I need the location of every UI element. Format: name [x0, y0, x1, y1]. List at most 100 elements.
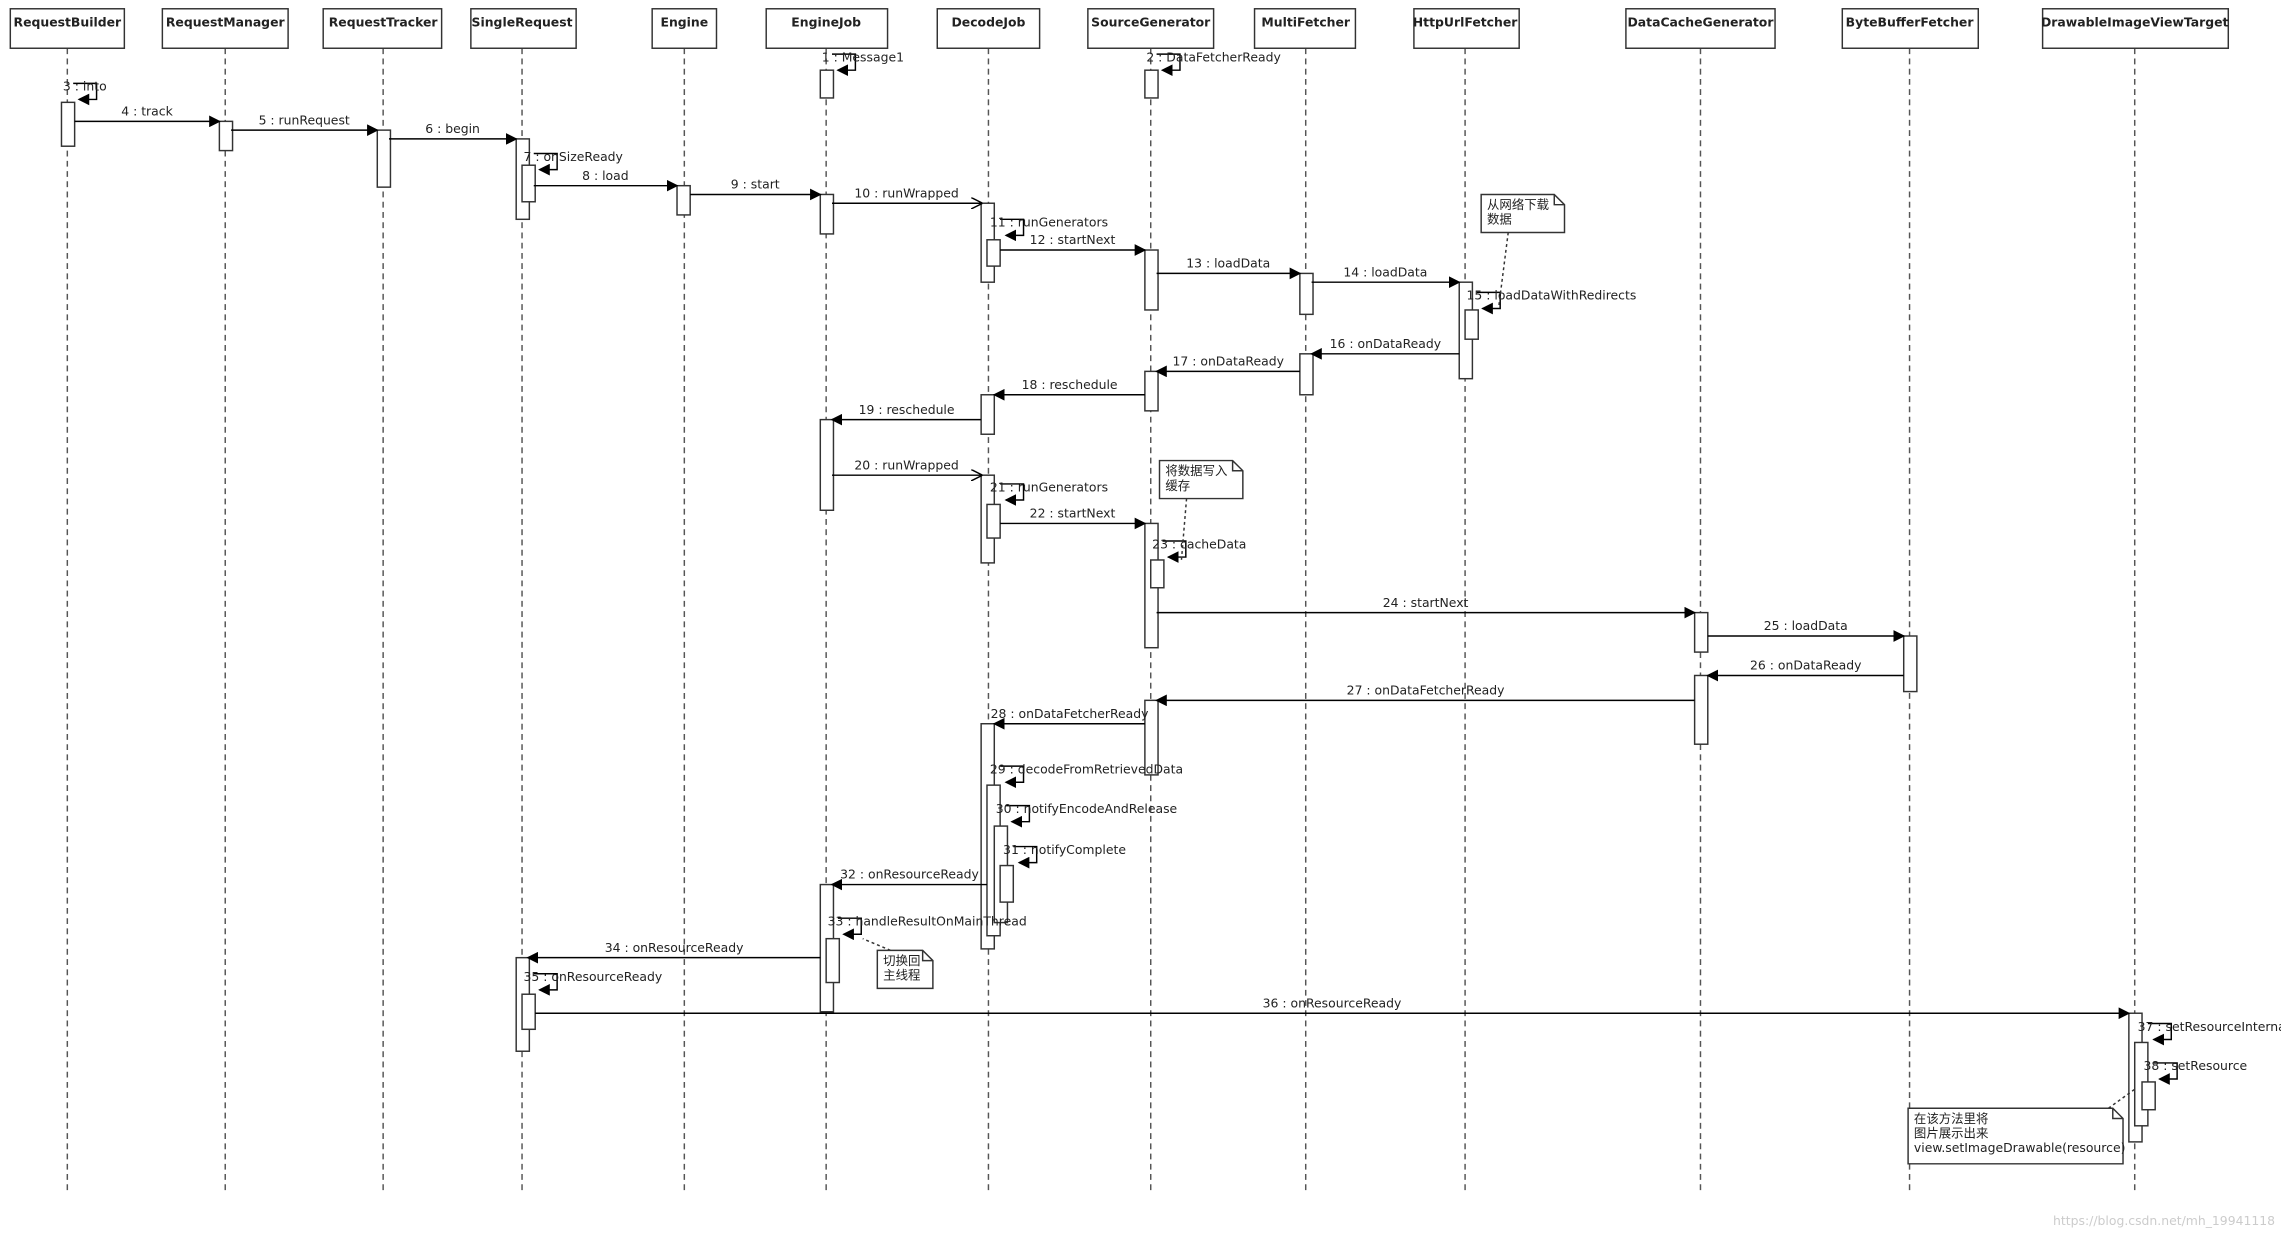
note-text: 缓存: [1165, 478, 1190, 493]
message-label: 4 : track: [121, 104, 173, 119]
participant-name: RequestTracker: [329, 14, 439, 29]
note-connector: [1497, 232, 1509, 308]
self-message: [73, 82, 98, 106]
note-text: 数据: [1487, 212, 1512, 227]
self-message: [2153, 1062, 2178, 1085]
activation: [60, 101, 76, 147]
activation: [218, 120, 234, 152]
message-label: 35 : onResourceReady: [524, 969, 663, 984]
participant-box: [1253, 8, 1357, 49]
activation: [1693, 674, 1709, 745]
participant-name: ByteBufferFetcher: [1846, 14, 1975, 29]
message-label: 12 : startNext: [1030, 232, 1116, 247]
activation: [1464, 309, 1479, 340]
activation: [2141, 1081, 2156, 1111]
participant-name: DrawableImageViewTarget: [2041, 14, 2229, 29]
activation: [676, 184, 691, 216]
message-label: 37 : setResourceInternal: [2138, 1019, 2281, 1034]
message-label: 17 : onDataReady: [1172, 354, 1283, 369]
note-connector: [862, 937, 891, 952]
note: [1158, 459, 1244, 500]
message-label: 8 : load: [582, 168, 628, 183]
participant-name: MultiFetcher: [1261, 14, 1351, 29]
note: [1907, 1107, 2124, 1165]
participant-box: [9, 8, 126, 49]
message-label: 16 : onDataReady: [1330, 336, 1441, 351]
message-label: 1 : Message1: [822, 49, 904, 64]
activation: [819, 69, 835, 99]
message-label: 6 : begin: [425, 121, 480, 136]
message-label: 20 : runWrapped: [854, 457, 958, 472]
message-label: 36 : onResourceReady: [1263, 995, 1402, 1010]
activation: [1693, 611, 1709, 653]
activation: [1144, 370, 1159, 412]
self-message: [533, 152, 558, 176]
message-label: 14 : loadData: [1343, 264, 1427, 279]
message-label: 38 : setResource: [2143, 1058, 2247, 1073]
message-label: 13 : loadData: [1186, 256, 1270, 271]
participant-name: EngineJob: [791, 14, 861, 29]
message-label: 27 : onDataFetcherReady: [1347, 682, 1505, 697]
participant-name: HttpUrlFetcher: [1413, 14, 1518, 29]
activation: [819, 193, 835, 235]
activation: [1144, 69, 1159, 99]
message-label: 21 : runGenerators: [990, 479, 1108, 494]
activation: [1144, 249, 1159, 311]
message-label: 32 : onResourceReady: [840, 867, 979, 882]
activation: [825, 937, 841, 984]
participant-name: SingleRequest: [472, 14, 573, 29]
self-message: [1013, 845, 1038, 869]
message-label: 25 : loadData: [1764, 618, 1848, 633]
note-text: 切换回: [883, 953, 920, 968]
participant-box: [1087, 8, 1215, 49]
participant-box: [1413, 8, 1520, 49]
note-text: 主线程: [883, 968, 920, 983]
participant-box: [322, 8, 443, 49]
message-label: 29 : decodeFromRetrievedData: [990, 761, 1183, 776]
message-label: 15 : loadDataWithRedirects: [1467, 288, 1637, 303]
message-label: 30 : notifyEncodeAndRelease: [996, 801, 1177, 816]
activation: [819, 418, 835, 511]
message-label: 5 : runRequest: [259, 112, 350, 127]
message-label: 11 : runGenerators: [990, 215, 1108, 230]
message-label: 28 : onDataFetcherReady: [991, 706, 1149, 721]
participant-box: [1625, 8, 1776, 49]
self-message: [1162, 540, 1187, 563]
activation: [1150, 559, 1165, 589]
participant-name: Engine: [660, 14, 708, 29]
message-label: 7 : onSizeReady: [524, 149, 623, 164]
activation: [999, 864, 1015, 903]
activation: [1902, 635, 1918, 693]
activation: [521, 164, 536, 203]
message-label: 24 : startNext: [1383, 595, 1469, 610]
participant-box: [470, 8, 577, 49]
activation: [1299, 272, 1314, 316]
activation: [376, 129, 392, 188]
participant-name: RequestBuilder: [14, 14, 122, 29]
message-label: 23 : cacheData: [1152, 536, 1246, 551]
participant-box: [161, 8, 289, 49]
message-label: 3 : into: [63, 79, 107, 94]
note: [1480, 193, 1566, 234]
note-text: 从网络下载: [1487, 197, 1549, 212]
self-message: [1005, 804, 1031, 828]
self-message: [2147, 1022, 2173, 1046]
participant-name: RequestManager: [166, 14, 286, 29]
self-message: [1476, 291, 1501, 315]
message-label: 19 : reschedule: [859, 402, 955, 417]
note-text: 图片展示出来: [1914, 1126, 1988, 1141]
message-label: 10 : runWrapped: [854, 185, 958, 200]
participant-name: DecodeJob: [951, 14, 1025, 29]
self-message: [837, 917, 862, 941]
message-label: 9 : start: [731, 177, 780, 192]
self-message: [1000, 483, 1025, 506]
note-text: 在该方法里将: [1914, 1111, 1988, 1126]
activation: [986, 503, 1001, 539]
participant-box: [1841, 8, 1980, 49]
participant-box: [2041, 8, 2230, 49]
message-label: 2 : DataFetcherReady: [1146, 49, 1280, 64]
participant-box: [936, 8, 1041, 49]
activation: [521, 993, 536, 1031]
participant-name: DataCacheGenerator: [1627, 14, 1774, 29]
participant-box: [651, 8, 718, 49]
